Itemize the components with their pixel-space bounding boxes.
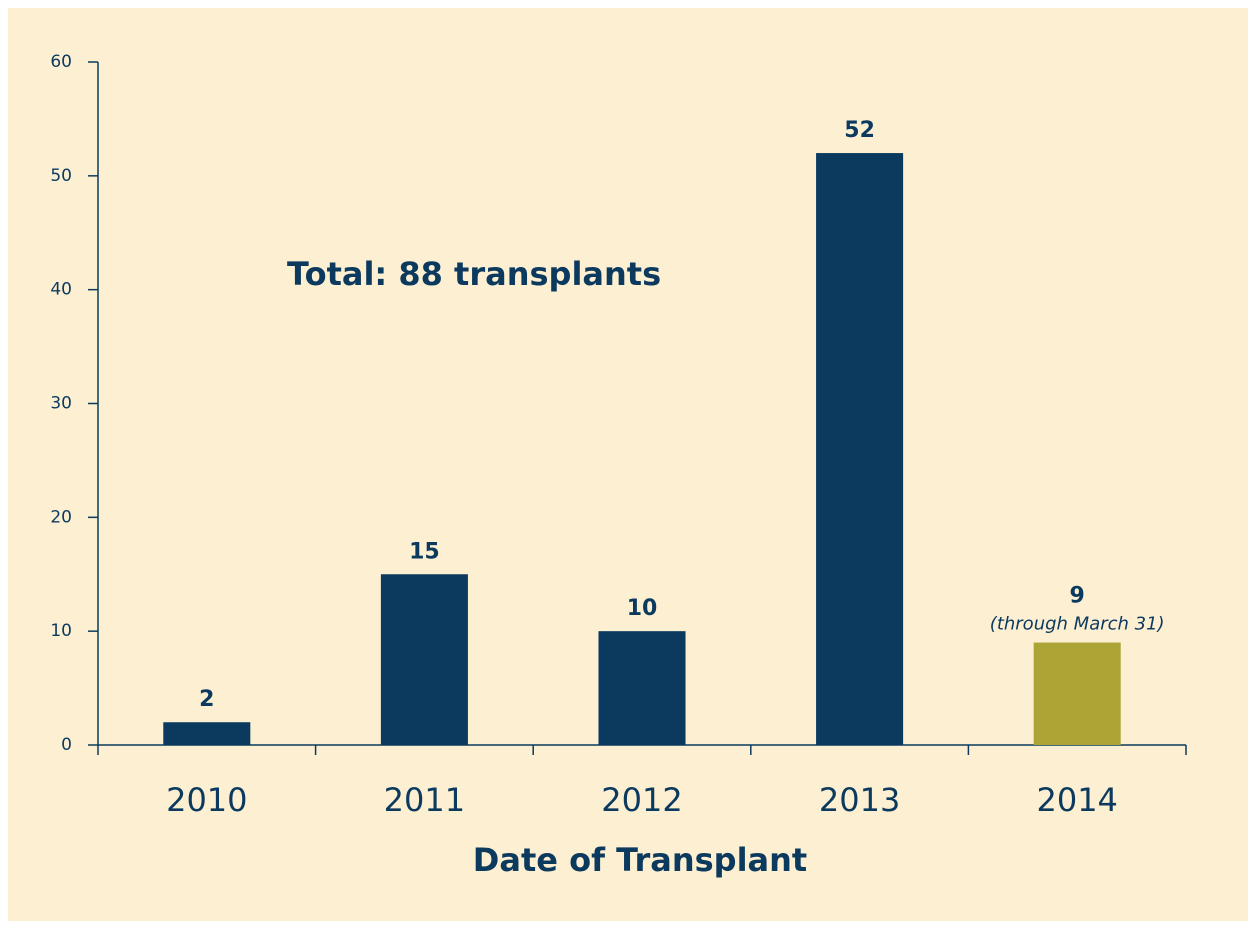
x-tick-label: 2013 xyxy=(819,781,900,819)
y-tick-label: 20 xyxy=(50,507,72,527)
value-label: 2 xyxy=(199,687,214,712)
bar xyxy=(380,574,468,745)
y-tick-label: 0 xyxy=(61,735,72,755)
x-axis-title: Date of Transplant xyxy=(473,841,807,879)
bar-note: (through March 31) xyxy=(990,614,1165,635)
y-tick-label: 30 xyxy=(50,394,72,414)
value-label: 9 xyxy=(1070,584,1085,609)
y-tick-label: 60 xyxy=(50,52,72,72)
bar xyxy=(816,153,904,746)
x-tick-label: 2012 xyxy=(601,781,682,819)
y-tick-label: 10 xyxy=(50,621,72,641)
x-tick-label: 2011 xyxy=(384,781,465,819)
annotation: Total: 88 transplants xyxy=(287,255,661,293)
value-label: 15 xyxy=(409,539,440,564)
value-label: 10 xyxy=(627,596,658,621)
x-tick-label: 2014 xyxy=(1036,781,1117,819)
x-tick-label: 2010 xyxy=(166,781,247,819)
bar xyxy=(1033,642,1121,745)
value-label: 52 xyxy=(844,118,875,143)
bar xyxy=(598,631,686,745)
chart-background xyxy=(8,8,1248,921)
bar xyxy=(163,722,251,745)
y-tick-label: 40 xyxy=(50,280,72,300)
y-tick-label: 50 xyxy=(50,166,72,186)
